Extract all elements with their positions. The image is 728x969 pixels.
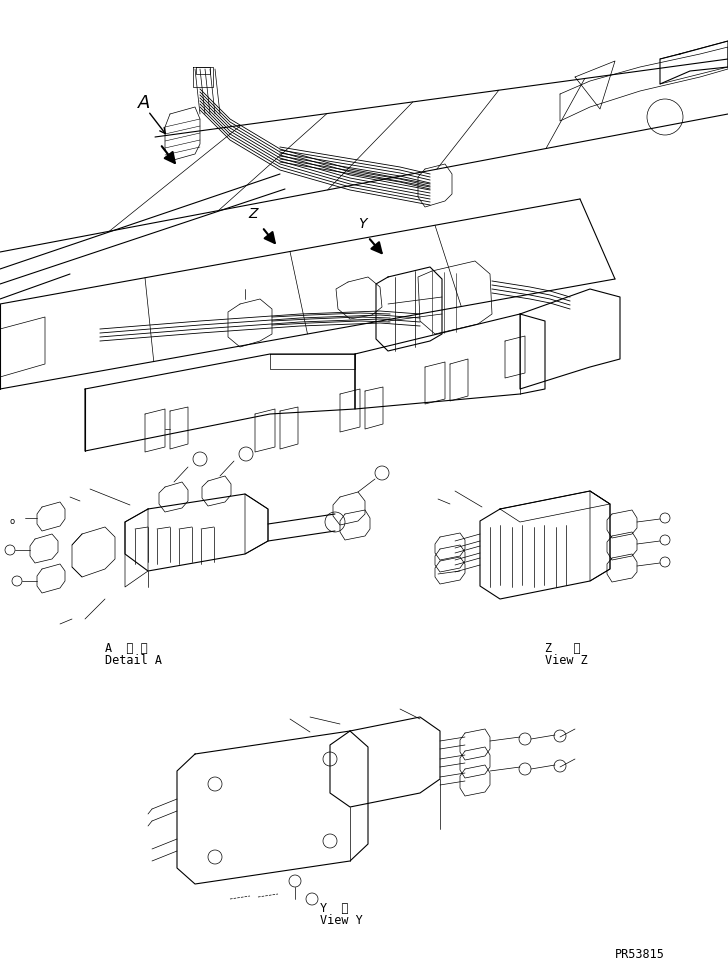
Text: A  詳 細: A 詳 細 — [105, 641, 148, 654]
Text: Y: Y — [358, 217, 366, 231]
Text: A: A — [138, 94, 151, 111]
Text: PR53815: PR53815 — [615, 947, 665, 960]
Text: Z   視: Z 視 — [545, 641, 581, 654]
Text: Y  視: Y 視 — [320, 901, 349, 914]
Text: View Z: View Z — [545, 653, 587, 667]
Text: View Y: View Y — [320, 913, 363, 926]
Text: Detail A: Detail A — [105, 653, 162, 667]
Text: o: o — [10, 516, 15, 525]
Text: Z: Z — [248, 206, 258, 221]
